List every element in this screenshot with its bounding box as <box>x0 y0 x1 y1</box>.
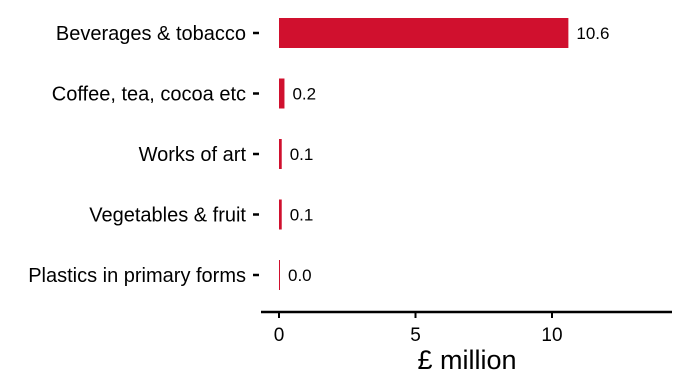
bar <box>279 18 569 48</box>
category-label: Vegetables & fruit <box>89 205 246 227</box>
category-labels: Beverages & tobacco Coffee, tea, cocoa et… <box>28 23 246 287</box>
value-labels: 10.6 0.2 0.1 0.1 0.0 <box>288 24 609 285</box>
bar <box>279 139 282 169</box>
bar <box>279 199 282 230</box>
category-label: Plastics in primary forms <box>28 265 246 287</box>
value-label: 0.1 <box>290 206 314 225</box>
category-tick-marks <box>253 31 259 277</box>
bar <box>279 260 280 290</box>
value-label: 0.1 <box>290 145 314 164</box>
value-label: 0.2 <box>292 85 316 104</box>
category-label: Beverages & tobacco <box>56 23 246 45</box>
x-tick-label: 10 <box>541 325 562 346</box>
value-label: 10.6 <box>576 24 609 43</box>
x-axis-title: £ million <box>417 345 516 374</box>
bar <box>279 78 285 109</box>
x-tick-label: 5 <box>410 325 421 346</box>
value-label: 0.0 <box>288 266 312 285</box>
bars-layer <box>279 18 569 290</box>
category-label: Works of art <box>139 144 247 166</box>
category-label: Coffee, tea, cocoa etc <box>52 84 246 106</box>
x-tick-label: 0 <box>274 325 285 346</box>
x-axis-ticks: 0 5 10 <box>274 312 563 346</box>
